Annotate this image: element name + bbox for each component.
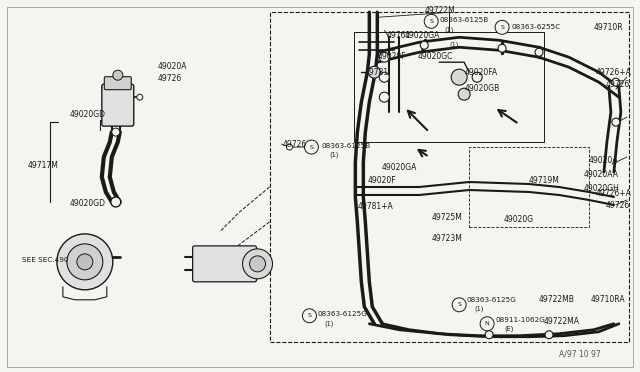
Text: 49710R: 49710R <box>594 23 623 32</box>
Circle shape <box>612 78 620 86</box>
Text: 49719M: 49719M <box>529 176 560 185</box>
Text: 49020GD: 49020GD <box>70 110 106 119</box>
Circle shape <box>137 94 143 100</box>
Text: 49020F: 49020F <box>367 176 396 185</box>
Text: (1): (1) <box>449 41 458 48</box>
Text: 49726: 49726 <box>157 74 182 83</box>
Text: 49710RA: 49710RA <box>591 295 625 304</box>
Text: 49726: 49726 <box>606 80 630 89</box>
Text: 08911-1062G: 08911-1062G <box>495 317 545 323</box>
Text: 49726+A: 49726+A <box>596 68 632 77</box>
Text: S: S <box>310 145 314 150</box>
Circle shape <box>612 118 620 126</box>
FancyBboxPatch shape <box>102 84 134 126</box>
Text: 49781+A: 49781+A <box>357 202 393 211</box>
FancyBboxPatch shape <box>104 77 131 90</box>
Text: 49726+A: 49726+A <box>596 189 632 199</box>
Text: 49726: 49726 <box>282 140 307 148</box>
Circle shape <box>458 88 470 100</box>
Text: 49725M: 49725M <box>431 214 462 222</box>
Text: 49020GH: 49020GH <box>584 185 620 193</box>
Text: 49020FA: 49020FA <box>464 68 497 77</box>
Text: 08363-6125B: 08363-6125B <box>439 17 488 23</box>
Bar <box>355 32 544 142</box>
Text: 08363-6125B: 08363-6125B <box>321 143 371 149</box>
Circle shape <box>498 44 506 52</box>
Text: 49722MB: 49722MB <box>539 295 575 304</box>
Circle shape <box>545 331 553 339</box>
Text: 49020GA: 49020GA <box>404 31 440 40</box>
Circle shape <box>495 20 509 34</box>
Circle shape <box>380 52 389 62</box>
Circle shape <box>472 72 482 82</box>
Text: N: N <box>484 321 490 326</box>
Text: 08363-6125G: 08363-6125G <box>466 297 516 303</box>
Text: 49020AA: 49020AA <box>584 170 619 179</box>
Text: 49020GD: 49020GD <box>70 199 106 208</box>
Text: (1): (1) <box>474 305 483 312</box>
Circle shape <box>111 197 121 207</box>
Text: 49722M: 49722M <box>424 6 455 15</box>
Circle shape <box>380 92 389 102</box>
Text: 49020GA: 49020GA <box>381 163 417 171</box>
Circle shape <box>67 244 103 280</box>
Circle shape <box>380 72 389 82</box>
Circle shape <box>480 317 494 331</box>
Circle shape <box>485 331 493 339</box>
Text: 49020G: 49020G <box>504 215 534 224</box>
Circle shape <box>535 48 543 56</box>
Text: S: S <box>500 25 504 30</box>
Text: (E): (E) <box>504 326 513 332</box>
Text: 49020A: 49020A <box>589 155 618 164</box>
Text: A/97 10 97: A/97 10 97 <box>559 349 601 358</box>
Circle shape <box>77 254 93 270</box>
Text: S: S <box>307 313 312 318</box>
Circle shape <box>112 128 120 136</box>
Bar <box>469 147 589 227</box>
Text: S: S <box>429 19 433 24</box>
Text: 49020GB: 49020GB <box>464 84 499 93</box>
Circle shape <box>369 66 380 78</box>
Circle shape <box>424 14 438 28</box>
Circle shape <box>303 309 316 323</box>
Circle shape <box>305 140 319 154</box>
Text: 49723M: 49723M <box>431 234 462 243</box>
FancyBboxPatch shape <box>193 246 257 282</box>
Circle shape <box>113 70 123 80</box>
Text: 49020GC: 49020GC <box>417 52 452 61</box>
Text: 08363-6125G: 08363-6125G <box>317 311 367 317</box>
Bar <box>269 12 629 342</box>
Text: 49726: 49726 <box>606 202 630 211</box>
Circle shape <box>250 256 266 272</box>
Text: (1): (1) <box>330 152 339 158</box>
Circle shape <box>57 234 113 290</box>
Circle shape <box>287 144 292 150</box>
Circle shape <box>452 298 466 312</box>
Circle shape <box>243 249 273 279</box>
Text: 49722MA: 49722MA <box>544 317 580 326</box>
Text: SEE SEC.490: SEE SEC.490 <box>22 257 68 263</box>
Circle shape <box>451 69 467 85</box>
Text: S: S <box>457 302 461 307</box>
Text: 49781: 49781 <box>364 68 388 77</box>
Text: (1): (1) <box>444 26 454 32</box>
Text: 49020F: 49020F <box>378 52 406 61</box>
Circle shape <box>420 41 428 49</box>
Text: 49020A: 49020A <box>157 62 188 71</box>
Text: (1): (1) <box>324 321 334 327</box>
Text: 08363-6255C: 08363-6255C <box>511 24 560 30</box>
Text: 49761: 49761 <box>387 31 410 40</box>
Text: 49717M: 49717M <box>28 161 59 170</box>
